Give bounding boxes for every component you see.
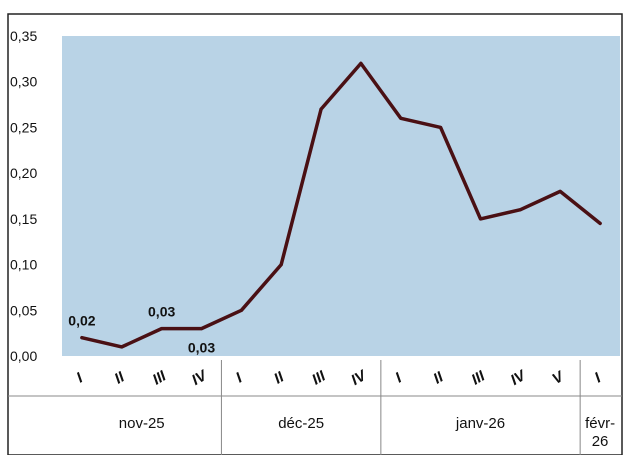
data-point	[200, 327, 203, 331]
data-label: 0,03	[148, 304, 175, 320]
y-tick-label: 0,20	[10, 165, 37, 181]
y-tick-label: 0,00	[10, 348, 37, 364]
data-point	[120, 345, 124, 349]
data-point	[80, 336, 84, 340]
data-point	[160, 327, 164, 331]
series-line	[80, 61, 602, 349]
y-tick-label: 0,30	[10, 74, 37, 90]
data-point	[239, 308, 243, 312]
y-tick-label: 0,35	[10, 28, 37, 44]
data-point	[518, 208, 522, 212]
x-group-label: nov-25	[119, 415, 165, 432]
x-group-label-line: févr-	[585, 415, 615, 432]
y-tick-label: 0,10	[10, 257, 37, 273]
data-label: 0,02	[68, 313, 95, 329]
data-point	[479, 217, 482, 221]
plot-area	[62, 36, 620, 356]
y-tick-label: 0,15	[10, 211, 37, 227]
y-tick-label: 0,25	[10, 119, 37, 135]
data-point	[279, 263, 283, 267]
x-group-label: déc-25	[278, 415, 324, 432]
y-tick-label: 0,05	[10, 302, 37, 318]
data-point	[399, 116, 403, 120]
x-group-label: févr-26	[585, 415, 615, 450]
data-point	[359, 61, 363, 65]
data-label: 0,03	[188, 340, 215, 356]
data-point	[319, 107, 323, 111]
x-group-label: janv-26	[455, 415, 505, 432]
data-point	[598, 221, 602, 225]
data-point	[439, 125, 443, 129]
data-point	[558, 189, 562, 193]
x-group-label-line: 26	[592, 433, 609, 450]
